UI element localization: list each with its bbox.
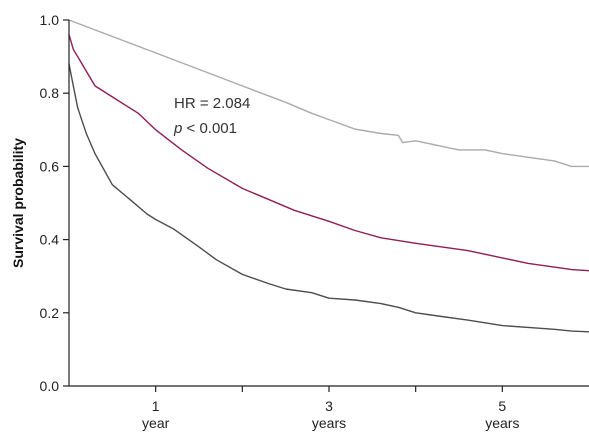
y-tick-label: 0.6 [40,158,60,174]
x-tick-label: 3 [325,398,333,414]
x-tick-label: 1 [152,398,160,414]
survival-curve-3 [68,63,589,333]
survival-curve-2 [68,33,589,272]
x-tick-label: 5 [498,398,506,414]
y-tick-label: 0.2 [40,305,60,321]
p-symbol: p [173,120,182,137]
y-tick-label: 0.4 [40,232,60,248]
hr-annotation: HR = 2.084 [174,95,250,112]
x-tick-unit: years [485,415,519,431]
x-tick-unit: year [142,415,170,431]
p-value-annotation: p < 0.001 [173,120,237,137]
y-tick-group: 0.0 0.2 0.4 0.6 0.8 1.0 [40,12,69,394]
y-tick-label: 0.0 [40,378,60,394]
y-tick-label: 1.0 [40,12,60,28]
p-value-text: < 0.001 [182,120,237,137]
y-tick-label: 0.8 [40,85,60,101]
x-tick-unit: years [312,415,346,431]
survival-curve-1 [68,19,589,168]
y-axis-title: Survival probability [10,138,26,268]
series-group [68,19,589,333]
